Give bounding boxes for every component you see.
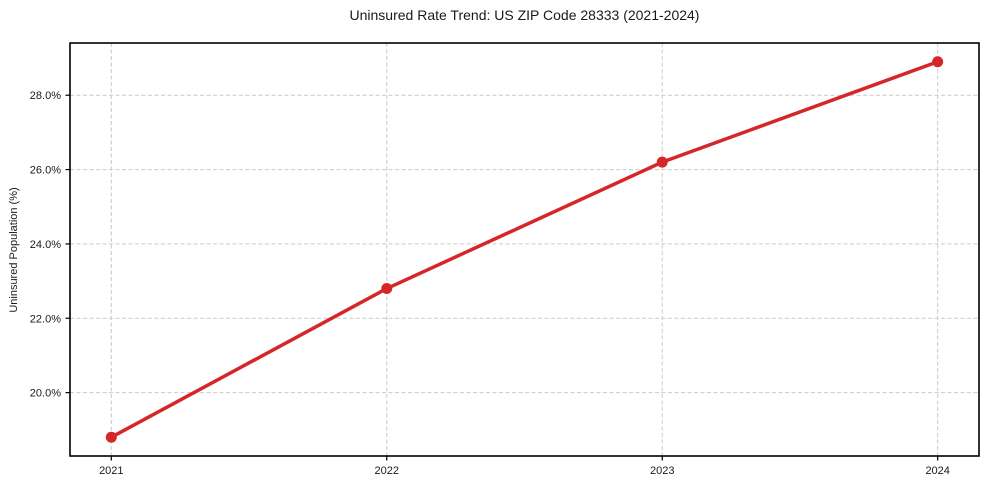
x-tick-label: 2024 [925,465,949,477]
chart-title: Uninsured Rate Trend: US ZIP Code 28333 … [349,7,700,23]
y-tick-label: 28.0% [30,90,61,102]
data-point-marker [381,283,393,295]
y-tick-label: 26.0% [30,165,61,177]
y-tick-label: 20.0% [30,388,61,400]
axes-frame [69,42,980,457]
data-point-marker [656,156,668,168]
x-tick-label: 2023 [650,465,674,477]
x-tick-label: 2022 [375,465,399,477]
y-tick-label: 24.0% [30,239,61,251]
x-tick-label: 2021 [99,465,123,477]
trend-line [109,60,940,439]
y-tick-label: 22.0% [30,313,61,325]
data-point-marker [932,56,944,68]
data-point-marker [105,431,117,443]
